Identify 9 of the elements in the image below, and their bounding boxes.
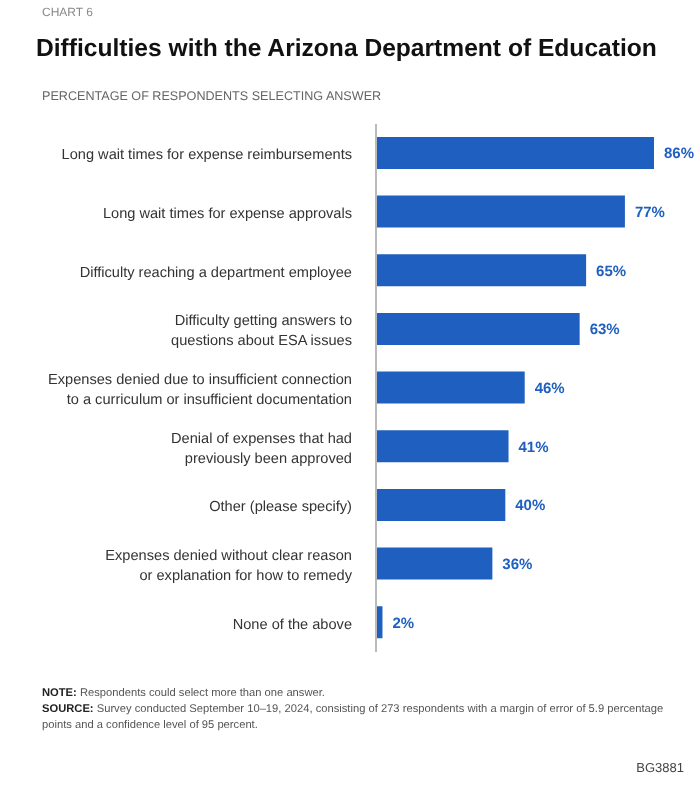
bar [376,254,587,287]
bar [376,136,654,169]
bar [376,371,525,404]
chart-title: Difficulties with the Arizona Department of Education [36,34,657,62]
bar [376,547,493,580]
bar [376,488,506,521]
bar [376,312,580,345]
bar [376,430,509,463]
bar [376,195,625,228]
